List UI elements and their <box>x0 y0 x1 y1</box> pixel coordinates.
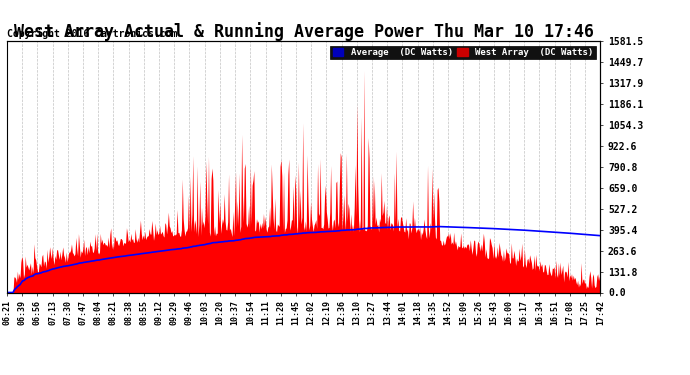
Legend: Average  (DC Watts), West Array  (DC Watts): Average (DC Watts), West Array (DC Watts… <box>331 46 595 59</box>
Title: West Array Actual & Running Average Power Thu Mar 10 17:46: West Array Actual & Running Average Powe… <box>14 22 593 41</box>
Text: Copyright 2016 Cartronics.com: Copyright 2016 Cartronics.com <box>7 29 177 39</box>
